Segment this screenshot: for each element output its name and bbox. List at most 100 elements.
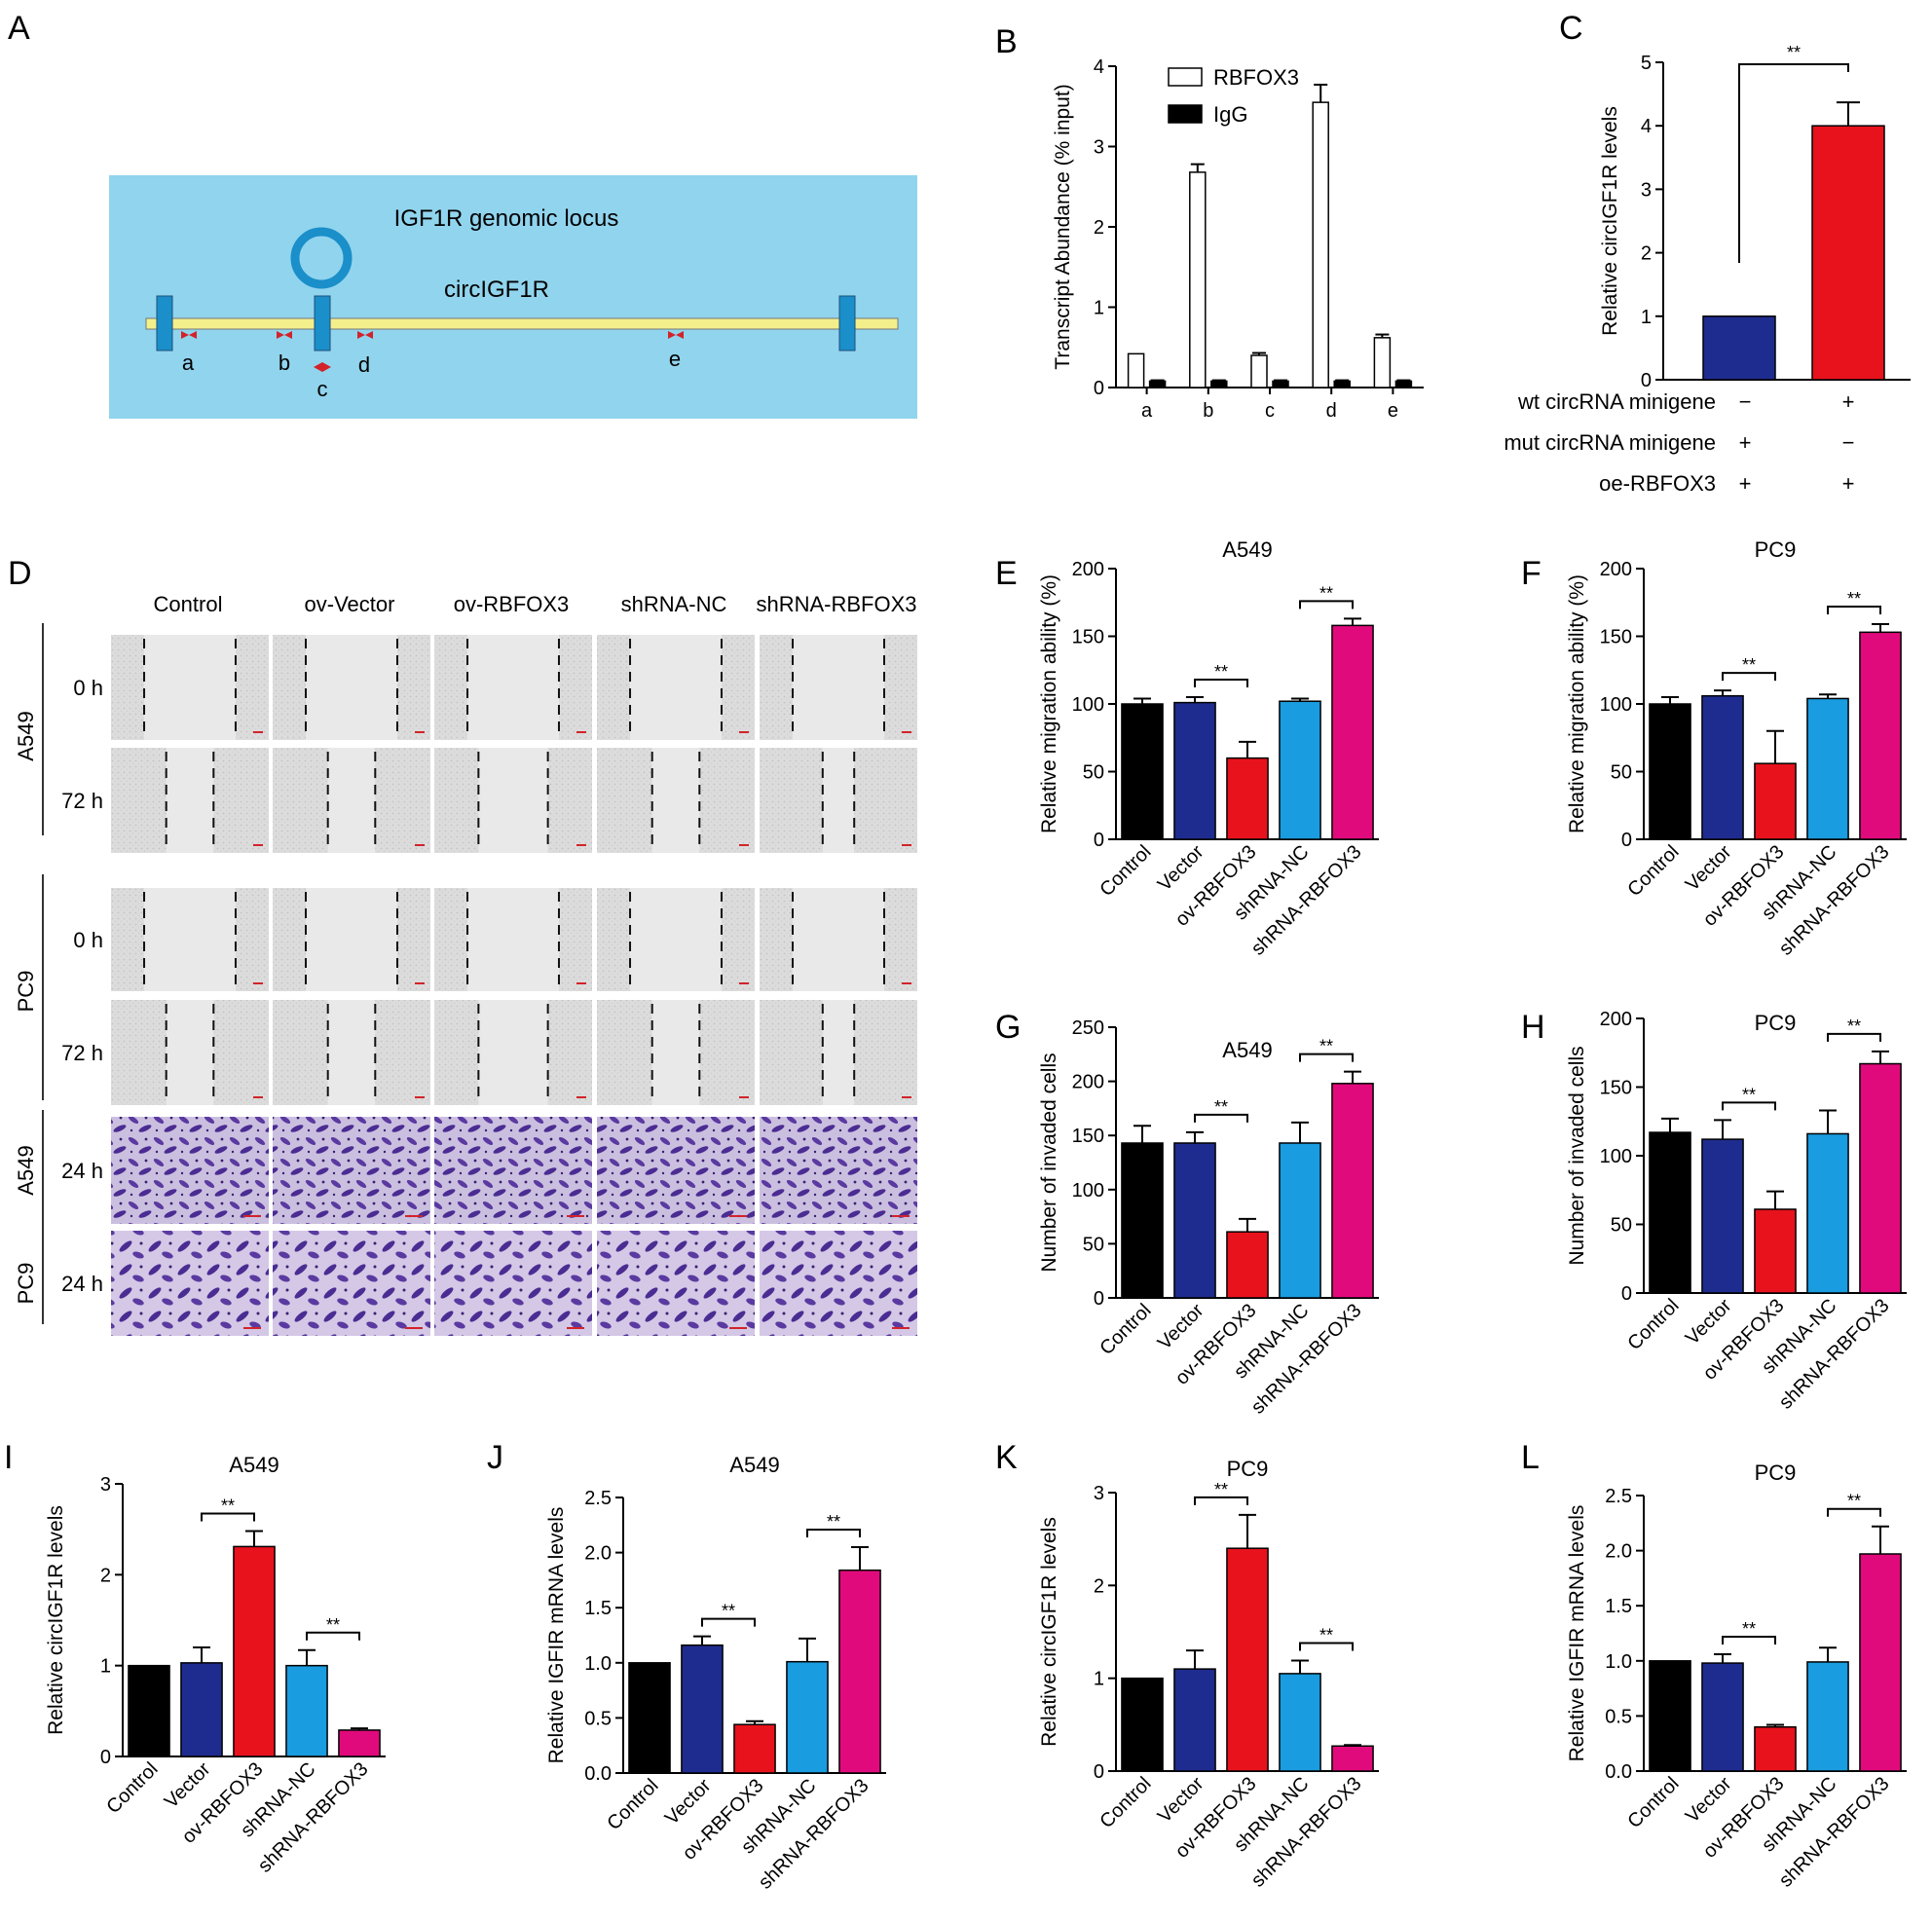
scratch-gap — [478, 748, 548, 853]
chart-i: A549 0 1 2 3 Relative circIGF1R levels Control… — [45, 1453, 386, 1877]
scratch-gap — [651, 748, 700, 853]
bar-control — [1121, 1142, 1164, 1299]
significance-stars: ** — [1742, 1085, 1756, 1104]
scratch-gap — [144, 635, 236, 740]
bar-shrna-nc — [1279, 1673, 1321, 1772]
significance-stars: ** — [1319, 1626, 1333, 1645]
significance-bracket — [1299, 600, 1354, 610]
y-axis-label: Relative migration ability (%) — [1038, 574, 1060, 833]
chart-b: 0 1 2 3 4 Transcript Abundance (% input) a b c d e… — [1052, 56, 1424, 422]
panel-label-l: L — [1521, 1439, 1540, 1476]
time-label: 24 h — [61, 1159, 103, 1183]
y-tick-label: 4 — [1641, 116, 1652, 137]
y-tick-label: 0.0 — [1605, 1761, 1632, 1783]
bar-shrna-rbfox3 — [1331, 1745, 1374, 1772]
scratch-gap — [630, 888, 722, 991]
significance-stars: ** — [1847, 1016, 1861, 1036]
transwell-image — [434, 1231, 592, 1336]
condition-label: wt circRNA minigene — [1517, 389, 1716, 414]
x-tick-label: Control — [1096, 1300, 1155, 1359]
condition-mark: + — [1842, 471, 1855, 496]
condition-mark: − — [1842, 430, 1855, 455]
y-tick-label: 50 — [1083, 762, 1104, 784]
y-tick-label: 0 — [1094, 830, 1104, 851]
y-axis-label: Number of invaded cells — [1566, 1046, 1588, 1265]
scratch-gap — [306, 635, 397, 740]
y-tick-label: 200 — [1600, 559, 1632, 580]
significance-bracket — [306, 1631, 360, 1641]
y-tick-label: 2.5 — [584, 1488, 612, 1509]
bar-vector — [1173, 1668, 1216, 1772]
y-axis-label: Relative circIGF1R levels — [1599, 106, 1621, 336]
y-axis-label: Transcript Abundance (% input) — [1052, 84, 1074, 369]
significance-bracket — [1299, 1053, 1354, 1062]
transwell-image — [111, 1231, 269, 1336]
bar-control — [628, 1662, 671, 1774]
bar-rbfox3-c — [1250, 354, 1268, 388]
bar-ov-rbfox3 — [733, 1723, 776, 1774]
bar-shrna-rbfox3 — [1331, 1083, 1374, 1299]
significance-stars: ** — [1214, 1097, 1228, 1117]
cell-line-label: PC9 — [14, 1263, 38, 1305]
y-tick-label: 0 — [1094, 1761, 1104, 1783]
y-tick-label: 1 — [1641, 307, 1652, 328]
x-tick-label: Control — [1623, 1295, 1683, 1354]
exon-3 — [838, 295, 856, 351]
significance-bracket — [1194, 1496, 1248, 1505]
scratch-gap — [467, 635, 559, 740]
bar-igg-e — [1394, 380, 1413, 388]
bar-rbfox3-a — [1127, 352, 1145, 388]
y-tick-label: 0 — [1094, 1288, 1104, 1310]
bar-wt — [1811, 125, 1885, 381]
scratch-gap — [166, 748, 214, 853]
bar-vector — [1701, 1138, 1744, 1294]
y-tick-label: 2 — [1641, 243, 1652, 265]
bar-igg-c — [1272, 380, 1289, 388]
panel-label-k: K — [995, 1439, 1018, 1476]
y-tick-label: 0 — [1641, 370, 1652, 391]
y-tick-label: 3 — [1094, 137, 1104, 159]
y-tick-label: 3 — [100, 1474, 111, 1496]
bar-shrna-rbfox3 — [1859, 1553, 1902, 1772]
condition-mark: + — [1739, 430, 1752, 455]
significance-bracket — [1194, 1113, 1248, 1123]
chart-h: PC9 0 50 100 150 200 Number of invaded cells Co… — [1566, 1009, 1907, 1414]
bar-shrna-rbfox3 — [1859, 1062, 1902, 1294]
genomic-line — [145, 317, 899, 330]
primer-d: d — [357, 331, 373, 377]
condition-mark: − — [1739, 389, 1752, 414]
time-label: 0 h — [73, 928, 103, 952]
y-tick-label: 200 — [1072, 1072, 1104, 1093]
chart-k-title: PC9 — [1227, 1457, 1269, 1481]
y-tick-label: 1.0 — [1605, 1651, 1632, 1673]
y-tick-label: 50 — [1611, 762, 1632, 784]
condition-mark: + — [1739, 471, 1752, 496]
y-axis-label: Number of invaded cells — [1038, 1053, 1060, 1272]
chart-i-title: A549 — [229, 1453, 279, 1477]
time-label: 0 h — [73, 676, 103, 700]
y-tick-label: 0.5 — [1605, 1706, 1632, 1727]
scratch-gap — [327, 1000, 376, 1105]
panel-label-j: J — [487, 1439, 503, 1476]
significance-bracket — [201, 1512, 255, 1522]
panel-label-g: G — [995, 1009, 1021, 1046]
panel-a-locus-diagram: IGF1R genomic locus circIGF1R a b c d e — [109, 175, 917, 419]
significance-bracket — [1194, 679, 1248, 688]
bar-ov-rbfox3 — [1226, 757, 1269, 840]
primer-a: a — [181, 331, 197, 375]
cell-line-label: PC9 — [14, 971, 38, 1013]
bar-igg-b — [1210, 380, 1228, 388]
y-tick-label: 2 — [100, 1565, 111, 1586]
y-tick-label: 2.0 — [1605, 1541, 1632, 1563]
y-tick-label: 150 — [1072, 1126, 1104, 1147]
y-tick-label: 4 — [1094, 56, 1104, 78]
y-tick-label: 2 — [1094, 217, 1104, 239]
transwell-image — [434, 1117, 592, 1224]
chart-l-title: PC9 — [1755, 1460, 1797, 1485]
scratch-gap — [144, 888, 236, 991]
significance-stars: ** — [1847, 1492, 1861, 1511]
panel-d-micrographs: Control ov-Vector ov-RBFOX3 shRNA-NC shRNA-R… — [14, 592, 917, 1336]
bar-ov-rbfox3 — [1226, 1547, 1269, 1772]
y-tick-label: 3 — [1094, 1483, 1104, 1504]
